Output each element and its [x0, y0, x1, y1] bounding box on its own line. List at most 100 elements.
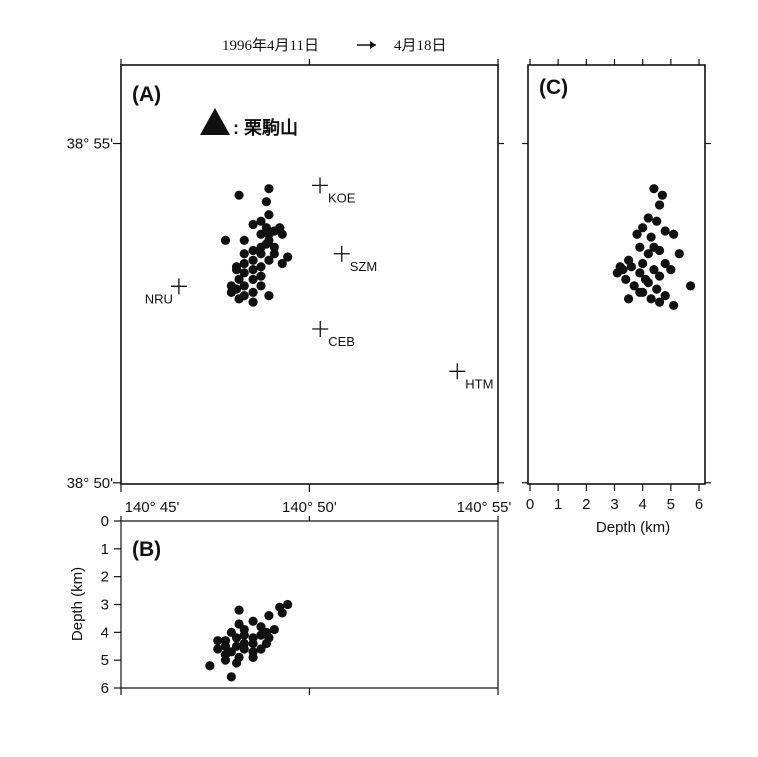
event-point-a [226, 287, 236, 297]
event-point-a [248, 287, 258, 297]
legend-text: : 栗駒山 [233, 117, 298, 138]
panel-c-frame [527, 64, 706, 485]
event-point-b [248, 638, 258, 649]
panel-b-ticks [114, 516, 499, 695]
panel-a-stations: KOE SZM NRU CEB HTM [145, 177, 493, 391]
event-point-c [640, 274, 651, 284]
panel-b: (B) Depth (km) 0 1 2 3 4 5 6 [69, 513, 499, 697]
date-end: 4月18日 [394, 38, 447, 54]
event-point-a [264, 255, 274, 265]
event-point-a [261, 197, 272, 207]
station-label-ceb: CEB [328, 334, 355, 349]
panel-b-ylabel: Depth (km) [69, 567, 86, 641]
event-point-a [220, 235, 231, 245]
event-point-c [654, 271, 665, 281]
event-point-b [231, 633, 242, 643]
y-tick-label-a-1: 38° 55' [67, 136, 114, 153]
event-point-a [239, 235, 249, 245]
event-point-a [239, 281, 249, 291]
event-point-a [277, 258, 287, 269]
event-point-a [231, 265, 242, 275]
event-point-a [264, 210, 274, 220]
event-point-c [654, 297, 665, 307]
x-tick-label-c-5: 5 [667, 496, 675, 513]
event-point-b [213, 644, 223, 654]
event-point-b [264, 611, 274, 621]
event-point-c [638, 223, 648, 233]
event-point-a [256, 216, 266, 226]
x-tick-label-c-0: 0 [526, 496, 534, 513]
x-tick-label-a-0: 140° 45' [125, 499, 180, 516]
y-tick-label-b-1: 1 [101, 541, 109, 558]
event-point-a [264, 291, 274, 301]
event-point-a [256, 271, 266, 281]
event-point-c [660, 258, 670, 269]
volcano-triangle-icon [200, 108, 230, 135]
event-point-b [248, 616, 258, 626]
station-label-koe: KOE [328, 190, 356, 205]
event-point-a [256, 281, 266, 291]
event-point-a [277, 229, 287, 239]
event-point-c [660, 226, 670, 236]
event-point-a [256, 249, 266, 259]
x-tick-label-a-2: 140° 55' [457, 499, 512, 516]
event-point-a [283, 252, 293, 262]
date-start: 1996年4月11日 [222, 37, 319, 54]
x-tick-label-c-6: 6 [695, 496, 703, 513]
event-point-a [234, 190, 244, 200]
event-point-a [261, 239, 272, 249]
event-point-a [264, 184, 274, 194]
event-point-c [674, 249, 684, 259]
event-point-c [621, 274, 631, 284]
event-point-c [657, 190, 667, 200]
event-point-c [643, 249, 653, 259]
event-point-b [283, 599, 293, 610]
event-point-a [248, 265, 258, 275]
x-tick-label-c-1: 1 [554, 496, 562, 513]
event-point-c [626, 262, 637, 272]
event-point-b [220, 641, 231, 651]
event-point-c [635, 287, 645, 297]
event-point-c [635, 242, 645, 252]
event-point-a [239, 258, 249, 269]
event-point-b [239, 644, 249, 654]
event-point-b [205, 661, 215, 671]
event-point-c [618, 265, 628, 275]
event-point-b [226, 672, 236, 682]
panel-a-frame [120, 64, 499, 485]
event-point-c [654, 200, 665, 210]
y-tick-label-b-6: 6 [101, 680, 109, 697]
event-point-c [635, 268, 645, 278]
event-point-c [646, 232, 656, 242]
y-tick-label-b-3: 3 [101, 597, 109, 614]
event-point-b [234, 605, 244, 615]
event-point-a [248, 245, 258, 256]
event-point-a [269, 242, 279, 252]
x-tick-label-c-4: 4 [638, 496, 646, 513]
panel-c-ticks [522, 59, 711, 491]
event-point-a [234, 274, 244, 284]
event-point-a [234, 294, 244, 304]
event-point-c [660, 291, 670, 301]
event-point-b [264, 633, 274, 643]
y-tick-label-b-0: 0 [101, 513, 109, 530]
event-point-a [248, 255, 258, 265]
panel-c-xlabel: Depth (km) [596, 519, 670, 536]
event-point-c [666, 265, 676, 275]
event-point-a [248, 297, 258, 307]
event-point-c [685, 281, 696, 291]
event-point-b [269, 624, 279, 635]
panel-c-events [612, 184, 696, 311]
event-point-b [256, 644, 266, 654]
event-point-a [269, 249, 279, 259]
panel-c-label: (C) [539, 76, 568, 99]
event-point-c [652, 216, 662, 226]
event-point-c [623, 294, 634, 304]
event-point-c [629, 281, 639, 291]
y-tick-label-b-5: 5 [101, 652, 109, 669]
x-tick-label-c-2: 2 [582, 496, 590, 513]
y-tick-label-b-4: 4 [101, 624, 109, 641]
event-point-c [632, 229, 642, 239]
x-tick-label-c-3: 3 [610, 496, 618, 513]
